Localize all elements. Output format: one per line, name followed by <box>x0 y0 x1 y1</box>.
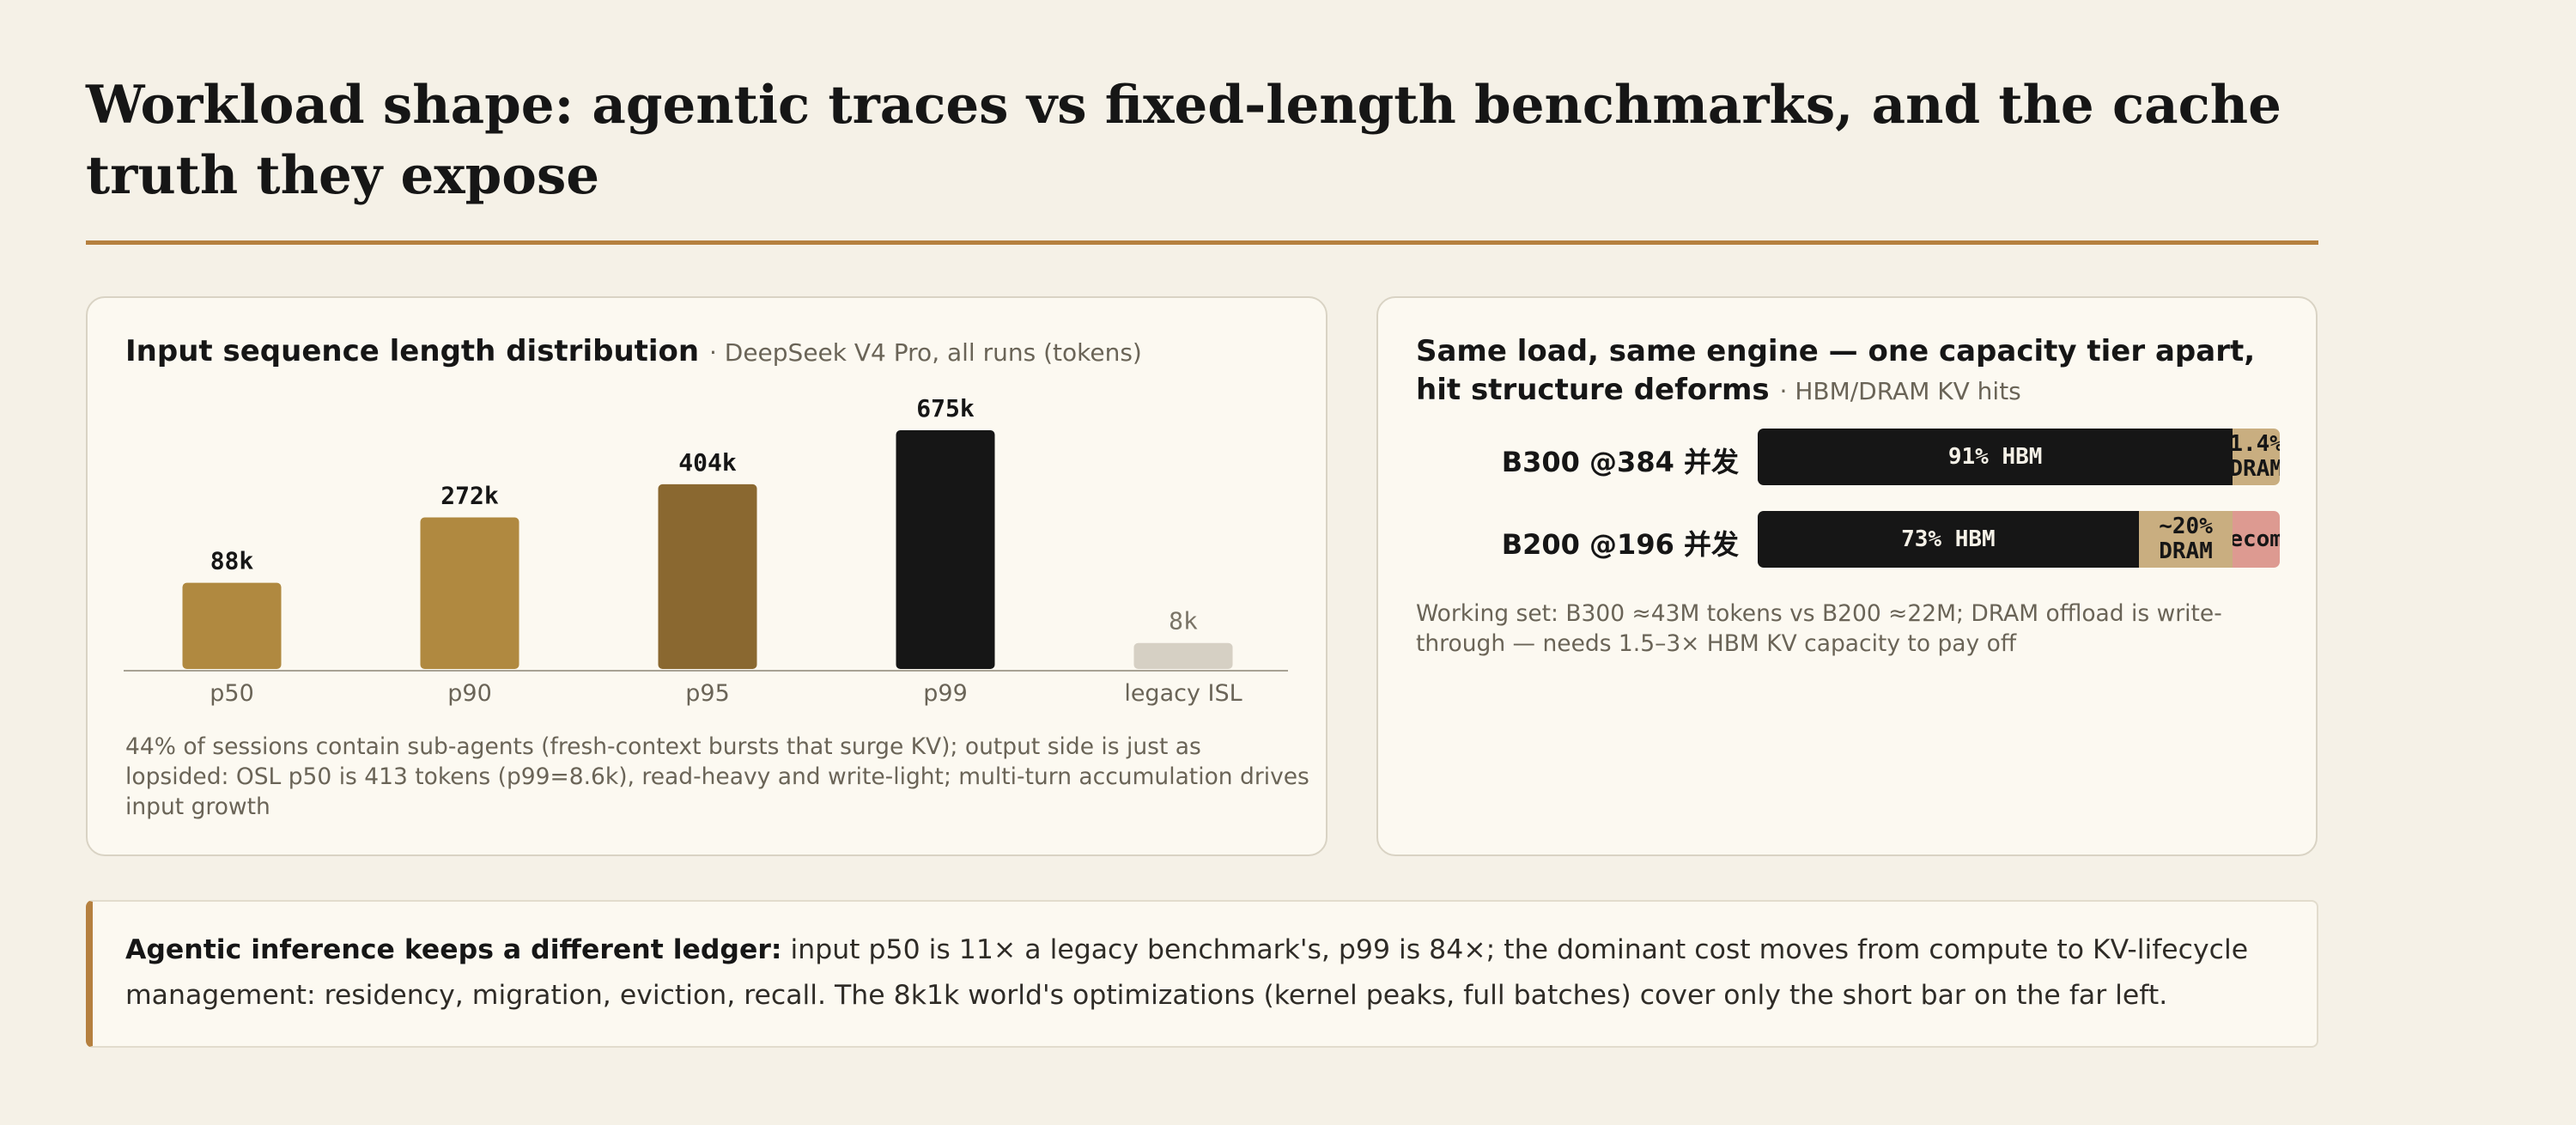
hit-card-title-text: Same load, same engine — one capacity ti… <box>1416 334 2256 407</box>
hit-card-title: Same load, same engine — one capacity ti… <box>1416 332 2275 410</box>
isl-distribution-card: Input sequence length distribution · Dee… <box>86 296 1327 856</box>
isl-card-subtitle: · DeepSeek V4 Pro, all runs (tokens) <box>708 338 1142 367</box>
isl-bar-chart: 88k p50 272k p90 404k p95 675k p99 8k legacy ISL <box>124 394 1288 707</box>
bar-p99 <box>896 430 995 669</box>
page-title: Workload shape: agentic traces vs fixed-… <box>86 75 2281 206</box>
bar-value-label: 8k <box>1169 607 1198 635</box>
bar-category-label: p95 <box>685 680 730 707</box>
bar-segment-recomp: recomp <box>2233 511 2280 568</box>
takeaway-callout: Agentic inference keeps a different ledg… <box>86 900 2318 1048</box>
hit-card-subtitle: · HBM/DRAM KV hits <box>1779 377 2021 405</box>
callout-lead: Agentic inference keeps a different ledg… <box>125 934 782 965</box>
hit-row-label-b300: B300 @384 并发 <box>1501 446 1739 478</box>
isl-card-title-text: Input sequence length distribution <box>125 334 700 368</box>
bar-segment-dram: 1.4% DRAM <box>2233 429 2280 485</box>
bar-p50 <box>182 582 282 669</box>
bar-segment-dram: ~20% DRAM <box>2138 511 2233 568</box>
bar-value-label: 404k <box>678 448 737 477</box>
hit-row-label-b200: B200 @196 并发 <box>1501 528 1739 561</box>
title-divider <box>86 240 2318 245</box>
isl-card-title: Input sequence length distribution · Dee… <box>125 332 1142 372</box>
bar-value-label: 88k <box>210 547 254 575</box>
bar-value-label: 272k <box>440 482 499 510</box>
bar-segment-hbm: 73% HBM <box>1758 511 2139 568</box>
bar-legacy-isl <box>1133 642 1233 669</box>
callout-text: input p50 is 11× a legacy benchmark's, p… <box>125 934 2249 1011</box>
bar-category-label: p50 <box>210 680 254 707</box>
kv-hit-card: Same load, same engine — one capacity ti… <box>1376 296 2318 856</box>
bar-category-label: legacy ISL <box>1124 680 1242 707</box>
hit-bar-b200: 73% HBM~20% DRAMrecomp <box>1758 511 2280 568</box>
bar-category-label: p99 <box>923 680 968 707</box>
hit-footnote: Working set: B300 ≈43M tokens vs B200 ≈2… <box>1416 600 2222 657</box>
bar-p90 <box>420 517 519 669</box>
bar-category-label: p90 <box>447 680 492 707</box>
bar-segment-hbm: 91% HBM <box>1758 429 2233 485</box>
bar-p95 <box>658 483 757 669</box>
bar-value-label: 675k <box>916 394 975 423</box>
isl-footnote: 44% of sessions contain sub-agents (fres… <box>125 733 1309 820</box>
